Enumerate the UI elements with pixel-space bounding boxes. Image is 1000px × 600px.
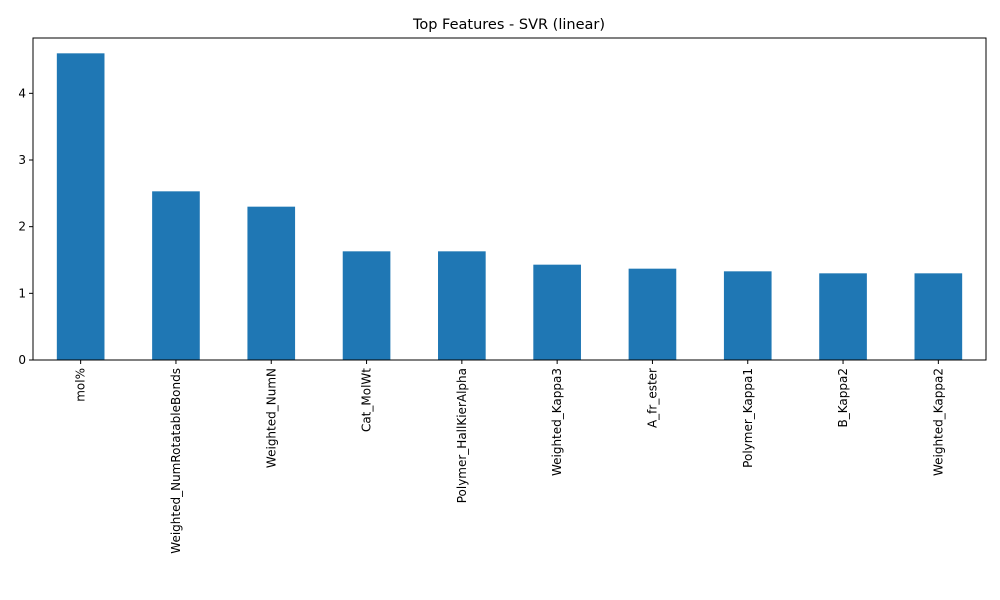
x-tick-label: A_fr_ester [645, 368, 659, 428]
x-tick-label: Weighted_NumRotatableBonds [169, 368, 183, 554]
x-tick-label: Cat_MolWt [360, 368, 374, 432]
x-axis: mol% Weighted_NumRotatableBonds Weighted_N… [74, 360, 945, 554]
bar [247, 206, 296, 360]
x-tick-label: Polymer_Kappa1 [741, 368, 755, 468]
bar [56, 53, 105, 360]
bar [723, 271, 772, 360]
y-tick-label: 4 [18, 86, 26, 100]
y-tick-label: 2 [18, 220, 26, 234]
y-axis: 0 1 2 3 4 [18, 86, 33, 367]
y-tick-label: 0 [18, 353, 26, 367]
y-tick-label: 1 [18, 286, 26, 300]
bar [914, 273, 963, 360]
x-tick-label: Weighted_NumN [264, 368, 278, 468]
bar [628, 268, 677, 360]
bars-group [56, 53, 963, 360]
bar [438, 251, 486, 360]
chart-title: Top Features - SVR (linear) [412, 17, 605, 33]
x-tick-label: Polymer_HallKierAlpha [455, 368, 469, 503]
y-tick-label: 3 [18, 153, 26, 167]
x-tick-label: B_Kappa2 [836, 368, 850, 427]
bar [152, 191, 200, 360]
x-tick-label: mol% [74, 368, 88, 402]
bar [819, 273, 867, 360]
bar [342, 251, 391, 360]
x-tick-label: Weighted_Kappa3 [550, 368, 564, 476]
bar [533, 264, 581, 360]
plot-frame [32, 37, 987, 361]
x-tick-label: Weighted_Kappa2 [931, 368, 945, 476]
